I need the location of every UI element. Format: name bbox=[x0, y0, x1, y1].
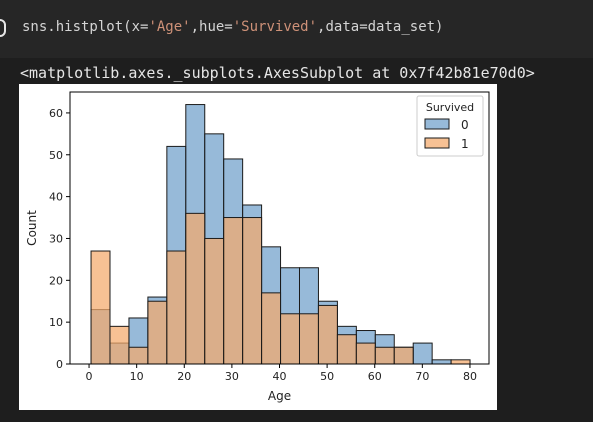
bar-survived-1-bin-6 bbox=[204, 237, 225, 365]
run-cell-icon[interactable] bbox=[0, 19, 6, 37]
bar-survived-1-bin-0 bbox=[90, 250, 111, 365]
y-tick-label-60: 60 bbox=[49, 107, 63, 120]
code-string-survived: 'Survived' bbox=[232, 19, 318, 35]
x-tick-label-60: 60 bbox=[368, 370, 382, 383]
bar-survived-1-bin-7 bbox=[223, 217, 244, 365]
bar-survived-1-bin-16 bbox=[393, 346, 414, 365]
legend-label-1: 1 bbox=[461, 137, 469, 151]
bar-survived-1-bin-8 bbox=[242, 217, 263, 365]
code-suffix: ,data=data_set) bbox=[317, 19, 444, 35]
x-tick-label-80: 80 bbox=[463, 370, 477, 383]
code-prefix: sns.histplot(x= bbox=[22, 19, 149, 35]
bar-survived-1-bin-19 bbox=[450, 359, 471, 365]
y-tick-label-0: 0 bbox=[56, 358, 63, 371]
legend-label-0: 0 bbox=[461, 118, 469, 132]
y-tick-label-50: 50 bbox=[49, 149, 63, 162]
bar-survived-1-bin-13 bbox=[336, 334, 357, 365]
x-tick-label-10: 10 bbox=[130, 370, 144, 383]
y-axis-label: Count bbox=[25, 210, 39, 246]
bar-survived-0-bin-17 bbox=[412, 342, 433, 365]
x-tick-label-40: 40 bbox=[273, 370, 287, 383]
bar-survived-1-bin-14 bbox=[355, 342, 376, 365]
bar-survived-1-bin-15 bbox=[374, 346, 395, 365]
histogram-chart: 0 10 20 30 40 50 60 70 800102030405060AgeCountSu… bbox=[25, 91, 490, 403]
x-tick-label-20: 20 bbox=[177, 370, 191, 383]
y-tick-label-30: 30 bbox=[49, 232, 63, 245]
y-tick-label-10: 10 bbox=[49, 316, 63, 329]
code-cell-input[interactable]: sns.histplot(x='Age',hue='Survived',data… bbox=[0, 0, 593, 58]
bar-survived-0-bin-18 bbox=[431, 359, 452, 365]
bar-survived-1-bin-9 bbox=[261, 292, 282, 365]
code-mid: ,hue= bbox=[190, 19, 233, 35]
bar-survived-1-bin-3 bbox=[147, 300, 168, 365]
cell-output-text: <matplotlib.axes._subplots.AxesSubplot a… bbox=[20, 64, 535, 82]
bar-survived-1-bin-5 bbox=[185, 212, 206, 365]
bar-survived-1-bin-4 bbox=[166, 250, 187, 365]
legend-swatch-0 bbox=[424, 118, 450, 130]
code-line[interactable]: sns.histplot(x='Age',hue='Survived',data… bbox=[22, 19, 443, 35]
y-tick-label-20: 20 bbox=[49, 274, 63, 287]
bar-survived-1-bin-2 bbox=[128, 346, 149, 365]
histogram-figure: 0 10 20 30 40 50 60 70 80 0 10 20 30 40 50 60 Age Count Su… bbox=[19, 84, 497, 410]
x-tick-label-50: 50 bbox=[320, 370, 334, 383]
legend-title: Survived bbox=[426, 101, 474, 114]
x-tick-label-30: 30 bbox=[225, 370, 239, 383]
y-tick-label-40: 40 bbox=[49, 191, 63, 204]
x-tick-label-70: 70 bbox=[415, 370, 429, 383]
bar-survived-1-bin-1 bbox=[109, 325, 130, 365]
code-string-age: 'Age' bbox=[148, 19, 191, 35]
legend-swatch-1 bbox=[424, 137, 450, 149]
x-tick-label-0: 0 bbox=[86, 370, 93, 383]
bar-survived-1-bin-12 bbox=[317, 304, 338, 365]
bar-survived-1-bin-11 bbox=[298, 313, 319, 365]
x-axis-label: Age bbox=[268, 389, 291, 403]
bar-survived-1-bin-10 bbox=[280, 313, 300, 365]
